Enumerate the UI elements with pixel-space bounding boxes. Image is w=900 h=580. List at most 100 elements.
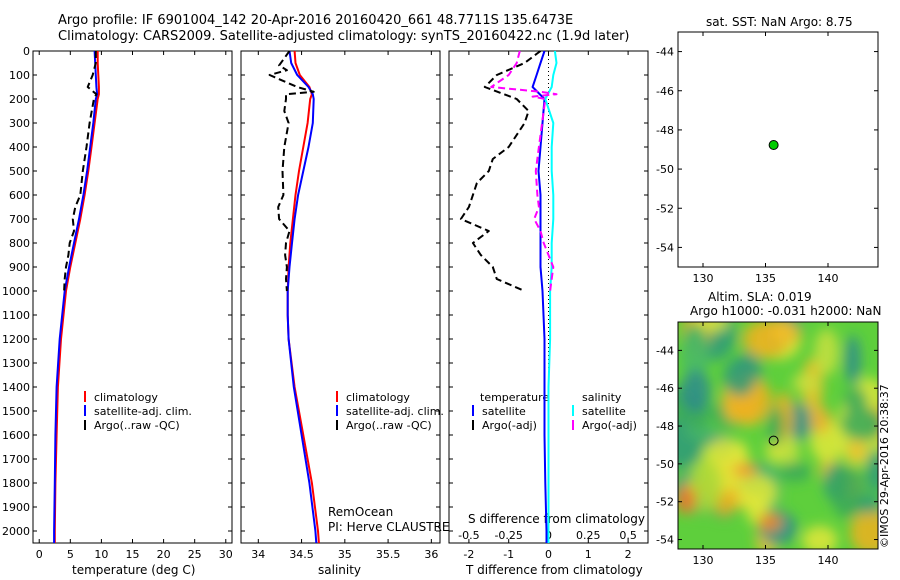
difference-series-1 bbox=[459, 50, 542, 292]
map-y-tick-label: -52 bbox=[656, 202, 674, 215]
difference-series-0 bbox=[531, 50, 548, 543]
x-tick-label: 5 bbox=[67, 548, 74, 561]
map-x-tick-label: 135 bbox=[755, 554, 776, 567]
map-y-tick-label: -44 bbox=[656, 46, 674, 59]
map-y-tick-label: -50 bbox=[656, 163, 674, 176]
figure-title-line2: Climatology: CARS2009. Satellite-adjuste… bbox=[58, 29, 630, 44]
map-y-tick-label: -46 bbox=[656, 85, 674, 98]
plot-frame bbox=[32, 50, 233, 544]
y-tick-label: 700 bbox=[9, 213, 30, 226]
y-tick-label: 600 bbox=[9, 189, 30, 202]
sla-blob bbox=[814, 328, 839, 376]
legend-swatch-black bbox=[336, 420, 338, 430]
sst-map-frame bbox=[677, 31, 879, 268]
salinity-series-1 bbox=[286, 50, 318, 544]
y-tick-label: 500 bbox=[9, 165, 30, 178]
legend-label: satellite bbox=[582, 405, 626, 418]
sla-blob bbox=[849, 509, 878, 549]
temperature-series-1 bbox=[53, 50, 99, 543]
legend-swatch-cyan bbox=[572, 405, 574, 416]
map-x-tick-label: 135 bbox=[755, 272, 776, 285]
y-tick-label: 1400 bbox=[2, 381, 30, 394]
x-tick-label: 35 bbox=[338, 548, 352, 561]
map-y-tick-label: -46 bbox=[656, 382, 674, 395]
map-y-tick-label: -48 bbox=[656, 420, 674, 433]
institution-name: RemOcean bbox=[328, 505, 394, 519]
sla-blob bbox=[865, 450, 878, 494]
sla-blob bbox=[844, 335, 861, 385]
y-tick-label: 1000 bbox=[2, 285, 30, 298]
x-tick-label: 36 bbox=[424, 548, 438, 561]
legend-swatch-red bbox=[336, 391, 338, 402]
x-tick-label: 30 bbox=[219, 548, 233, 561]
x-tick-label: -1 bbox=[503, 548, 514, 561]
sla-blob bbox=[681, 327, 710, 381]
sla-warm-blob bbox=[810, 406, 830, 434]
sla-blob bbox=[779, 434, 800, 467]
map-y-tick-label: -54 bbox=[656, 241, 674, 254]
sla-blob bbox=[735, 474, 777, 511]
legend-label: Argo(-adj) bbox=[582, 419, 637, 432]
map-y-tick-label: -44 bbox=[656, 344, 674, 357]
map-x-tick-label: 130 bbox=[693, 272, 714, 285]
x-top-tick-label: 0.25 bbox=[576, 529, 601, 542]
y-tick-label: 300 bbox=[9, 117, 30, 130]
difference-legend-salinity: salinity satellite Argo(-adj) bbox=[572, 391, 637, 433]
argo-position-marker bbox=[768, 435, 779, 446]
legend-swatch-blue bbox=[84, 405, 86, 416]
x-tick-label: -2 bbox=[463, 548, 474, 561]
y-tick-label: 1100 bbox=[2, 309, 30, 322]
legend-swatch-red bbox=[84, 391, 86, 402]
legend-item-climatology: climatology bbox=[336, 391, 444, 405]
sla-blob bbox=[767, 405, 784, 447]
difference-series-2 bbox=[544, 50, 558, 543]
y-tick-label: 900 bbox=[9, 261, 30, 274]
salinity-series-2 bbox=[268, 50, 315, 292]
x-tick-label: 34 bbox=[251, 548, 265, 561]
y-tick-label: 800 bbox=[9, 237, 30, 250]
sla-blob bbox=[770, 322, 802, 346]
legend-label: Argo(-adj) bbox=[482, 419, 537, 432]
legend-swatch-black bbox=[472, 420, 474, 430]
sla-blob bbox=[779, 462, 812, 482]
legend-label: satellite-adj. clim. bbox=[346, 405, 444, 418]
legend-swatch-black bbox=[84, 420, 86, 430]
sla-warm-blob bbox=[733, 462, 757, 478]
legend-label: climatology bbox=[346, 391, 410, 404]
legend-swatch-magenta bbox=[572, 420, 574, 430]
x-tick-label: 20 bbox=[157, 548, 171, 561]
sla-blob bbox=[841, 407, 878, 441]
sla-map-title-line1: Altim. SLA: 0.019 bbox=[708, 290, 812, 304]
x-top-tick-label: 0.5 bbox=[619, 529, 637, 542]
y-tick-label: 100 bbox=[9, 69, 30, 82]
y-tick-label: 0 bbox=[23, 45, 30, 58]
sla-blob bbox=[792, 373, 820, 393]
x-top-tick-label: -0.25 bbox=[494, 529, 522, 542]
institution-pi: PI: Herve CLAUSTRE bbox=[328, 520, 450, 534]
temperature-xlabel: temperature (deg C) bbox=[72, 563, 196, 577]
salinity-series-0 bbox=[286, 50, 320, 544]
y-tick-label: 1800 bbox=[2, 477, 30, 490]
sla-blob bbox=[687, 459, 723, 514]
map-x-tick-label: 130 bbox=[693, 554, 714, 567]
x-tick-label: 0 bbox=[545, 548, 552, 561]
y-tick-label: 400 bbox=[9, 141, 30, 154]
y-tick-label: 1700 bbox=[2, 453, 30, 466]
legend-swatch-blue bbox=[336, 405, 338, 416]
y-tick-label: 200 bbox=[9, 93, 30, 106]
legend-label: Argo(..raw -QC) bbox=[94, 419, 180, 432]
legend-label: satellite-adj. clim. bbox=[94, 405, 192, 418]
sla-blob bbox=[802, 525, 838, 549]
sst-map-title: sat. SST: NaN Argo: 8.75 bbox=[706, 15, 853, 29]
sla-blob bbox=[830, 466, 865, 519]
temperature-series-0 bbox=[53, 51, 100, 543]
x-tick-label: 1 bbox=[585, 548, 592, 561]
map-x-tick-label: 140 bbox=[818, 272, 839, 285]
salinity-xlabel: salinity bbox=[318, 563, 362, 577]
temperature-series-2 bbox=[63, 51, 98, 292]
y-tick-label: 1300 bbox=[2, 357, 30, 370]
salinity-legend: climatology satellite-adj. clim. Argo(..… bbox=[336, 391, 444, 433]
sla-map-title-line2: Argo h1000: -0.031 h2000: NaN bbox=[690, 304, 882, 318]
sla-warm-blob bbox=[758, 513, 782, 531]
